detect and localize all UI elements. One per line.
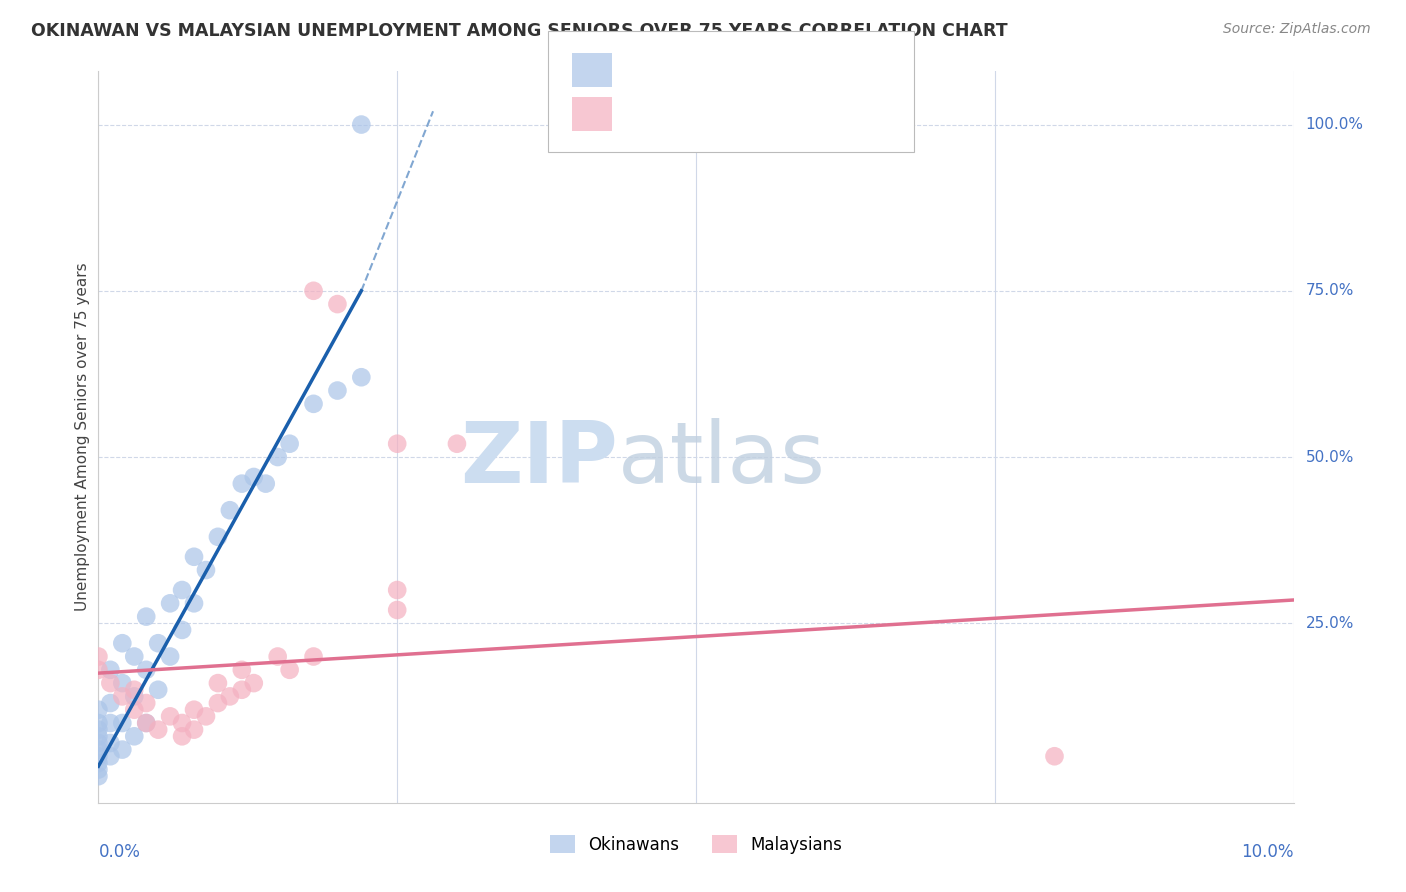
Point [148, 682, 170, 697]
Point [111, 742, 134, 756]
Point [87, 649, 110, 664]
Point [350, 370, 373, 384]
Point [124, 703, 146, 717]
Point [385, 582, 409, 597]
Point [195, 563, 218, 577]
Point [1043, 749, 1066, 764]
Point [302, 649, 325, 664]
Point [111, 716, 134, 731]
Point [124, 682, 146, 697]
Point [207, 696, 229, 710]
Text: 10.0%: 10.0% [1241, 843, 1294, 861]
Point [98, 749, 122, 764]
Point [135, 716, 157, 731]
Y-axis label: Unemployment Among Seniors over 75 years: Unemployment Among Seniors over 75 years [75, 263, 90, 611]
Text: 50.0%: 50.0% [1306, 450, 1354, 465]
Point [87, 763, 110, 777]
Point [207, 676, 229, 690]
Text: atlas: atlas [619, 417, 827, 500]
Point [87, 742, 110, 756]
Point [159, 596, 181, 610]
Point [172, 716, 194, 731]
Point [172, 582, 194, 597]
Point [302, 397, 325, 411]
Legend: Okinawans, Malaysians: Okinawans, Malaysians [543, 829, 849, 860]
Point [98, 716, 122, 731]
Point [267, 450, 290, 464]
Point [87, 769, 110, 783]
Point [231, 476, 253, 491]
Point [148, 723, 170, 737]
Point [87, 749, 110, 764]
Point [243, 676, 266, 690]
Point [172, 729, 194, 743]
Point [207, 530, 229, 544]
Point [111, 676, 134, 690]
Point [124, 649, 146, 664]
Point [326, 384, 349, 398]
Point [87, 736, 110, 750]
Point [243, 470, 266, 484]
Point [135, 716, 157, 731]
Point [446, 436, 468, 450]
Text: R = 0.079   N = 26: R = 0.079 N = 26 [623, 105, 793, 123]
Point [111, 636, 134, 650]
Point [87, 756, 110, 770]
Text: 0.0%: 0.0% [98, 843, 141, 861]
Point [111, 690, 134, 704]
Text: ZIP: ZIP [461, 417, 619, 500]
Point [183, 596, 205, 610]
Text: Source: ZipAtlas.com: Source: ZipAtlas.com [1223, 22, 1371, 37]
Point [148, 636, 170, 650]
Text: 75.0%: 75.0% [1306, 284, 1354, 298]
Point [98, 696, 122, 710]
Point [278, 436, 301, 450]
Point [183, 703, 205, 717]
Point [159, 649, 181, 664]
Point [124, 690, 146, 704]
Point [231, 682, 253, 697]
Point [87, 703, 110, 717]
Point [195, 709, 218, 723]
Point [350, 118, 373, 132]
Point [183, 723, 205, 737]
Point [87, 723, 110, 737]
Point [278, 663, 301, 677]
Point [219, 503, 242, 517]
Text: R = 0.658   N = 44: R = 0.658 N = 44 [623, 61, 793, 78]
Point [135, 609, 157, 624]
Point [254, 476, 277, 491]
Point [172, 623, 194, 637]
Point [385, 603, 409, 617]
Point [87, 716, 110, 731]
Point [183, 549, 205, 564]
Point [326, 297, 349, 311]
Point [302, 284, 325, 298]
Point [87, 663, 110, 677]
Text: 100.0%: 100.0% [1306, 117, 1364, 132]
Point [135, 663, 157, 677]
Text: OKINAWAN VS MALAYSIAN UNEMPLOYMENT AMONG SENIORS OVER 75 YEARS CORRELATION CHART: OKINAWAN VS MALAYSIAN UNEMPLOYMENT AMONG… [31, 22, 1008, 40]
Point [98, 736, 122, 750]
Point [87, 729, 110, 743]
Point [385, 436, 409, 450]
Point [231, 663, 253, 677]
Point [98, 663, 122, 677]
Point [159, 709, 181, 723]
Point [135, 696, 157, 710]
Point [98, 676, 122, 690]
Point [267, 649, 290, 664]
Point [219, 690, 242, 704]
Text: 25.0%: 25.0% [1306, 615, 1354, 631]
Point [124, 729, 146, 743]
